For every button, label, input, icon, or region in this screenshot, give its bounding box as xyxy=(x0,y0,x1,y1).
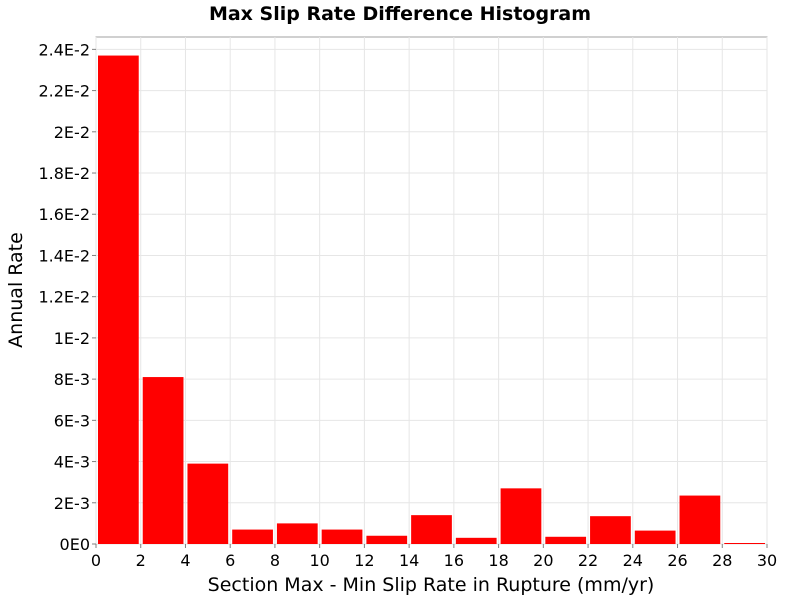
histogram-bar xyxy=(724,543,765,544)
x-tick-label: 28 xyxy=(712,551,732,570)
histogram-bar xyxy=(187,463,229,544)
y-axis-label: Annual Rate xyxy=(5,232,27,348)
y-tick-label: 1.6E-2 xyxy=(38,205,90,224)
histogram-bar xyxy=(98,55,139,545)
histogram-bar xyxy=(679,495,721,544)
histogram-bar xyxy=(545,536,587,544)
histogram-bar xyxy=(411,515,452,544)
histogram-bar xyxy=(366,535,408,544)
x-axis-ticks: 0 2 4 6 8 10 12 14 16 18 20 22 24 26 28 30 xyxy=(91,544,777,570)
x-tick-label: 4 xyxy=(180,551,190,570)
y-tick-label: 1.8E-2 xyxy=(38,164,90,183)
x-tick-label: 22 xyxy=(578,551,598,570)
y-tick-label: 4E-3 xyxy=(54,453,90,472)
histogram-bar xyxy=(276,523,318,544)
x-tick-label: 26 xyxy=(667,551,687,570)
x-tick-label: 0 xyxy=(91,551,101,570)
chart-title: Max Slip Rate Difference Histogram xyxy=(209,3,591,25)
x-tick-label: 8 xyxy=(270,551,280,570)
histogram-bar xyxy=(634,530,676,544)
x-tick-label: 6 xyxy=(225,551,235,570)
x-tick-label: 10 xyxy=(309,551,329,570)
x-tick-label: 30 xyxy=(757,551,777,570)
y-tick-label: 2.4E-2 xyxy=(38,40,90,59)
y-tick-label: 8E-3 xyxy=(54,370,90,389)
histogram-bar xyxy=(142,377,184,544)
x-tick-label: 24 xyxy=(623,551,643,570)
y-tick-label: 0E0 xyxy=(60,535,90,554)
histogram-bar xyxy=(321,529,363,544)
x-tick-label: 18 xyxy=(488,551,508,570)
y-tick-label: 2E-3 xyxy=(54,494,90,513)
grid xyxy=(95,37,768,545)
y-tick-label: 1.2E-2 xyxy=(38,288,90,307)
y-tick-label: 1.4E-2 xyxy=(38,246,90,265)
y-axis-ticks: 0E0 2E-3 4E-3 6E-3 8E-3 1E-2 1.2E-2 1.4E-2 1.6E-… xyxy=(38,40,96,554)
x-tick-label: 14 xyxy=(399,551,419,570)
bars xyxy=(98,55,765,545)
histogram-bar xyxy=(590,516,631,544)
x-tick-label: 2 xyxy=(136,551,146,570)
x-tick-label: 20 xyxy=(533,551,553,570)
histogram-bar xyxy=(232,529,273,544)
y-tick-label: 6E-3 xyxy=(54,411,90,430)
x-axis-label: Section Max - Min Slip Rate in Rupture (… xyxy=(208,574,655,596)
histogram-bar xyxy=(455,537,497,544)
plot-area xyxy=(95,36,768,545)
y-tick-label: 2E-2 xyxy=(54,123,90,142)
x-tick-label: 16 xyxy=(444,551,464,570)
y-tick-label: 2.2E-2 xyxy=(38,82,90,101)
x-tick-label: 12 xyxy=(354,551,374,570)
histogram-bar xyxy=(500,488,542,544)
y-tick-label: 1E-2 xyxy=(54,329,90,348)
